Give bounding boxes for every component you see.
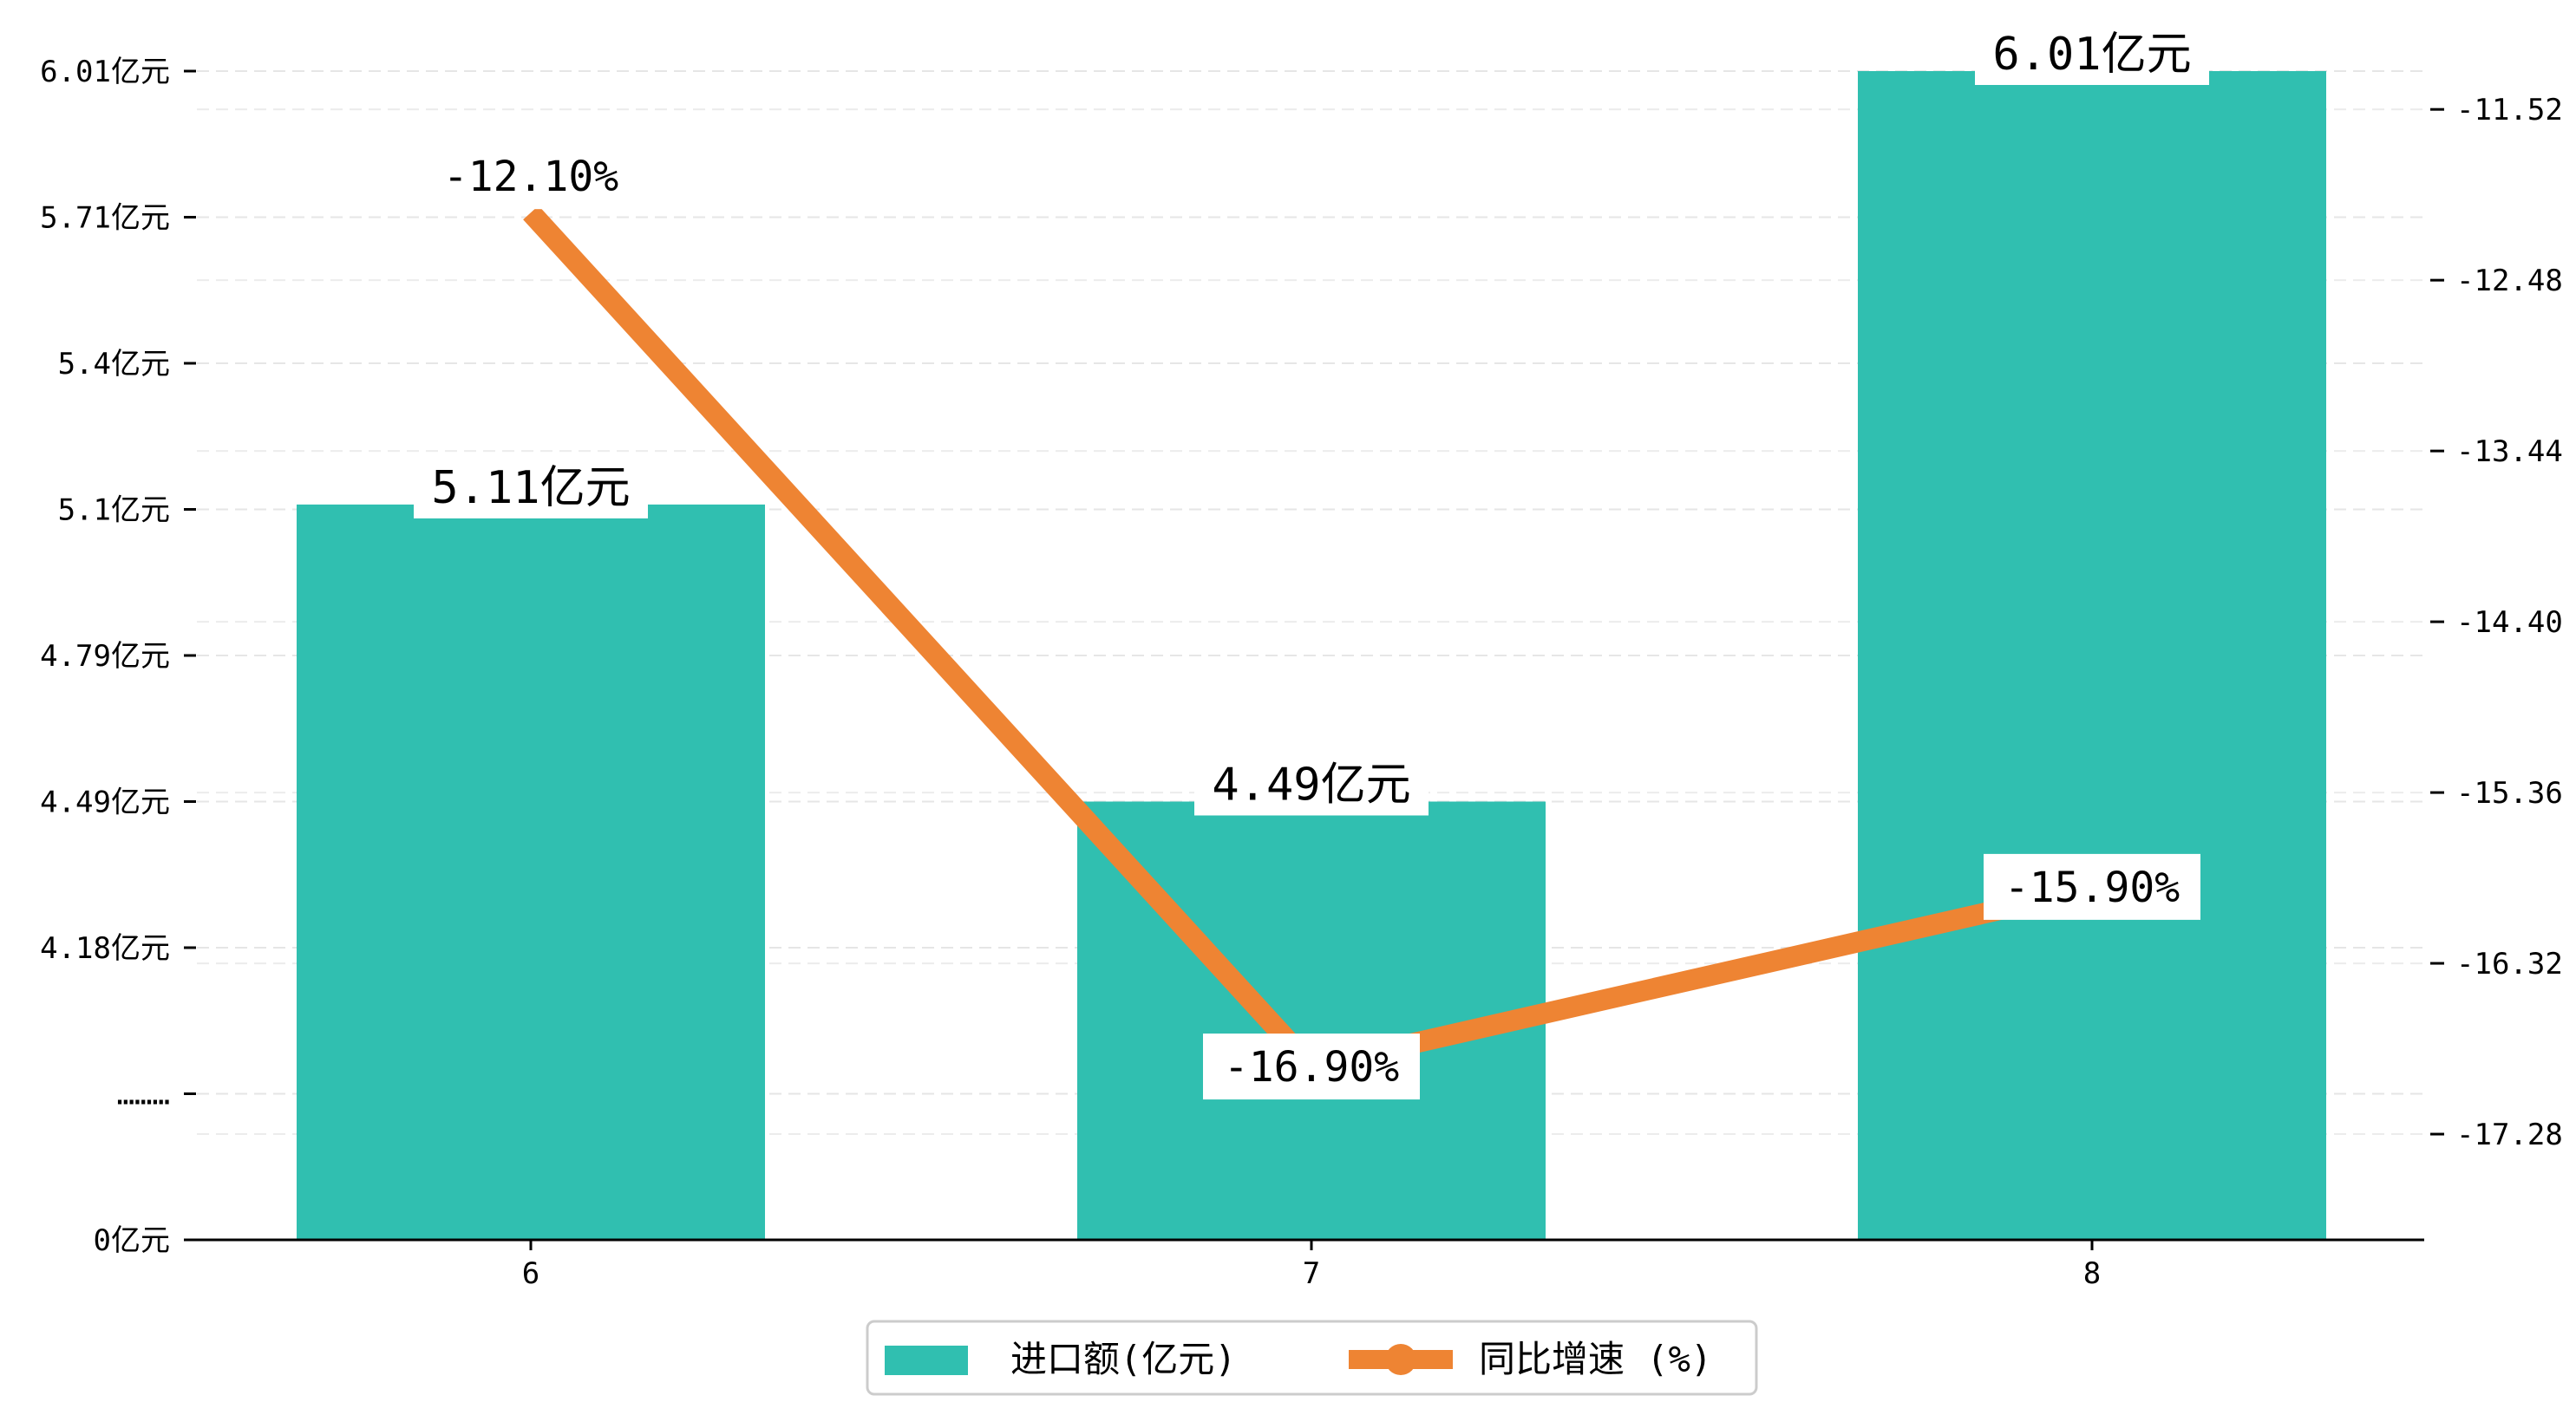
y-right-tick-label: -16.32 xyxy=(2456,947,2563,981)
legend-label-line: 同比增速 (%) xyxy=(1479,1338,1712,1380)
y-left-tick-label: 0亿元 xyxy=(94,1223,170,1258)
x-tick-label: 7 xyxy=(1303,1256,1320,1291)
y-right-tick-label: -14.40 xyxy=(2456,605,2563,640)
y-right-tick-label: -17.28 xyxy=(2456,1118,2563,1152)
legend-label-bar: 进口额(亿元) xyxy=(1010,1338,1237,1380)
x-tick-label: 8 xyxy=(2083,1256,2101,1291)
bar-value-label: 5.11亿元 xyxy=(431,462,630,514)
y-left-tick-label: 4.79亿元 xyxy=(40,639,170,674)
line-value-label: -15.90% xyxy=(2004,864,2180,912)
bar-label-box xyxy=(414,460,648,518)
bar-value-label: 4.49亿元 xyxy=(1212,760,1410,812)
bar-label-box xyxy=(1975,28,2209,85)
y-left-tick-label: 4.49亿元 xyxy=(40,786,170,820)
bar-value-label: 6.01亿元 xyxy=(1992,29,2191,81)
y-left-tick-label: 4.18亿元 xyxy=(40,931,170,966)
line-value-label: -12.10% xyxy=(443,153,618,201)
bar-label-box xyxy=(1194,758,1429,816)
y-right-tick-label: -15.36 xyxy=(2456,776,2563,811)
line-value-label: -16.90% xyxy=(1224,1043,1399,1092)
y-left-tick-label: ……… xyxy=(117,1078,170,1112)
y-right-tick-label: -12.48 xyxy=(2456,264,2563,298)
y-left-tick-label: 5.1亿元 xyxy=(58,493,170,528)
bar-6 xyxy=(297,504,765,1240)
y-right-tick-label: -13.44 xyxy=(2456,434,2563,469)
line-label-box xyxy=(1203,1034,1420,1100)
line-label-box xyxy=(422,143,639,210)
legend-bar-swatch xyxy=(885,1346,968,1375)
legend-line-marker xyxy=(1385,1344,1416,1375)
y-left-tick-label: 6.01亿元 xyxy=(40,55,170,89)
bar-8 xyxy=(1858,71,2326,1240)
x-tick-label: 6 xyxy=(522,1256,539,1291)
line-label-box xyxy=(1984,853,2200,920)
legend-box xyxy=(866,1320,1758,1396)
y-right-tick-label: -11.52 xyxy=(2456,93,2563,127)
y-left-tick-label: 5.4亿元 xyxy=(58,347,170,381)
y-left-tick-label: 5.71亿元 xyxy=(40,201,170,236)
